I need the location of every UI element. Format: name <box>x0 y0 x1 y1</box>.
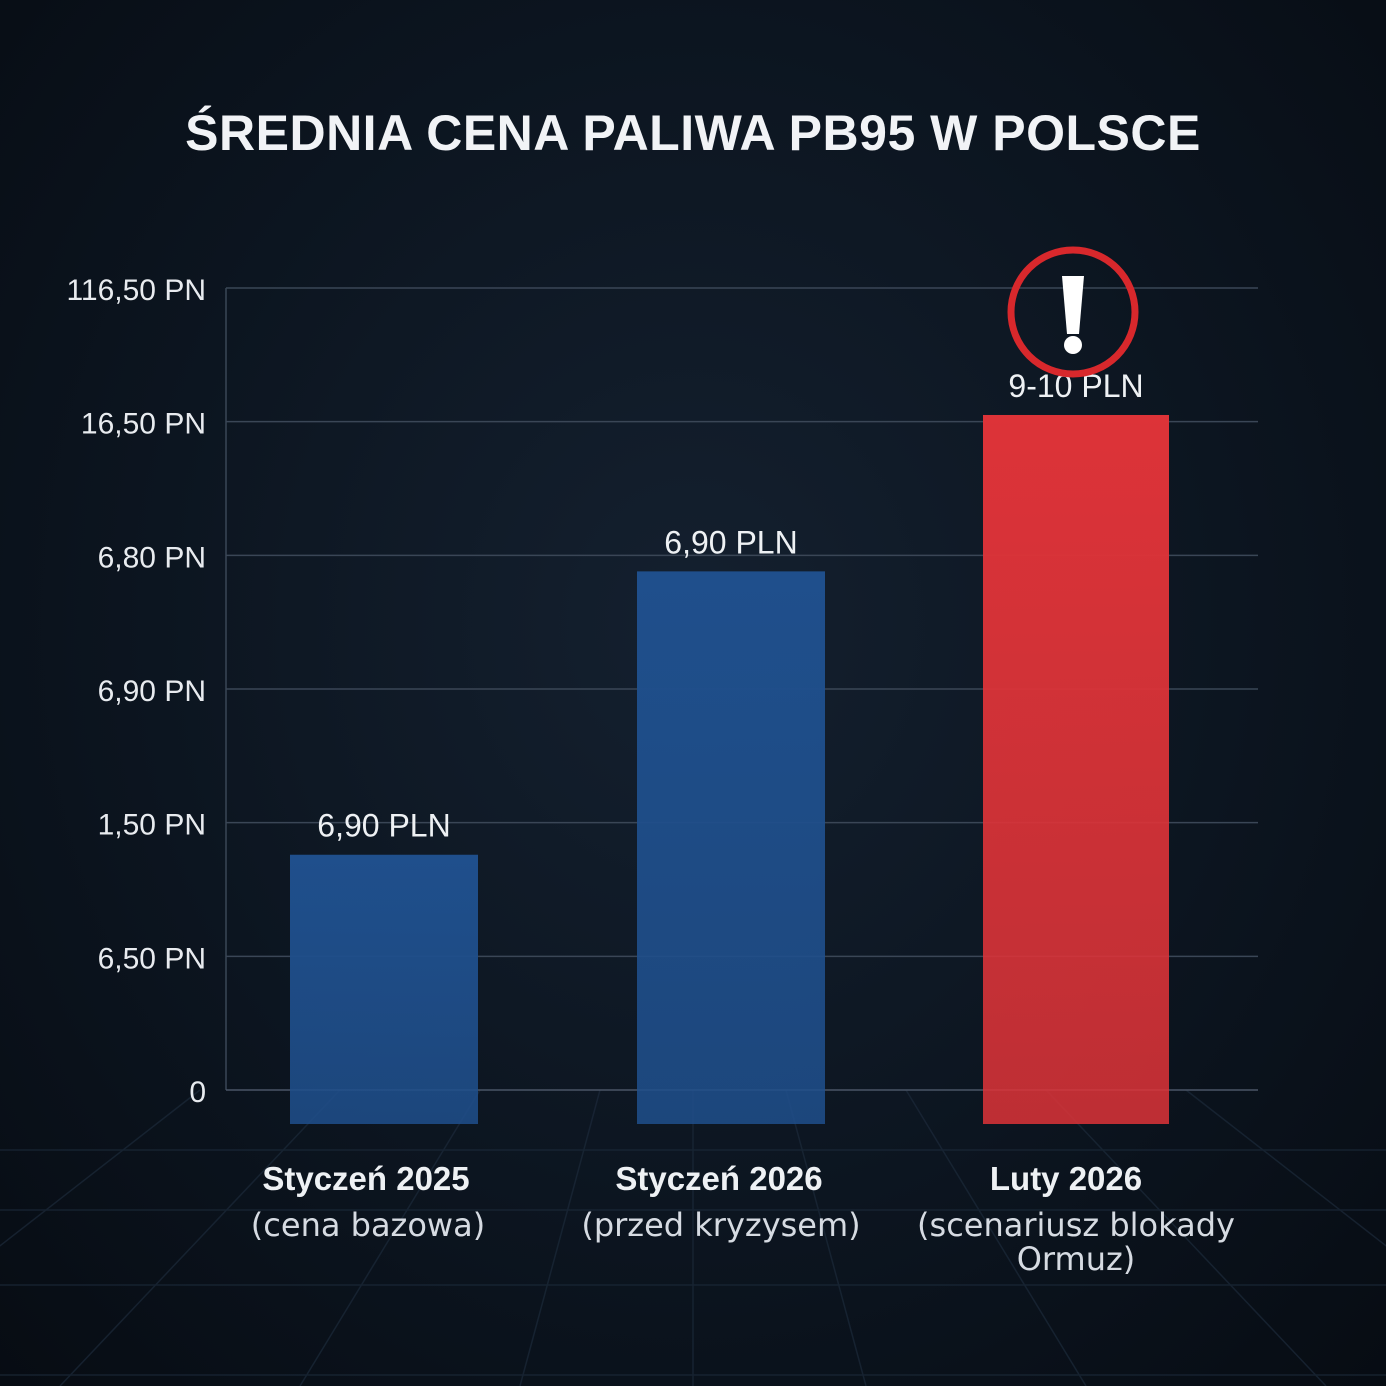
chart-title: ŚREDNIA CENA PALIWA PB95 W POLSCE <box>185 105 1201 161</box>
x-category-label: Styczeń 2026 <box>615 1160 822 1197</box>
y-tick-label: 16,50 PN <box>81 408 206 441</box>
y-tick-label: 6,50 PN <box>98 942 206 975</box>
data-label: 6,90 PLN <box>664 524 797 560</box>
y-tick-label: 0 <box>189 1076 206 1109</box>
x-category-sublabel: (przed kryzysem) <box>581 1206 860 1244</box>
x-category-sublabel: (scenariusz blokady <box>917 1206 1235 1244</box>
y-tick-label: 1,50 PN <box>98 809 206 842</box>
exclamation-warning-icon <box>1007 246 1139 378</box>
x-category-label: Styczeń 2025 <box>262 1160 469 1197</box>
x-category-label: Luty 2026 <box>990 1160 1142 1197</box>
y-tick-label: 6,80 PN <box>98 541 206 574</box>
data-label: 6,90 PLN <box>317 808 450 844</box>
y-tick-label: 116,50 PN <box>66 274 206 307</box>
x-category-sublabel: (cena bazowa) <box>251 1206 485 1244</box>
bar-1 <box>290 854 478 1124</box>
y-tick-label: 6,90 PN <box>98 675 206 708</box>
bar-3 <box>983 414 1169 1124</box>
bar-2 <box>637 571 825 1124</box>
x-category-sublabel: Ormuz) <box>1017 1240 1136 1278</box>
